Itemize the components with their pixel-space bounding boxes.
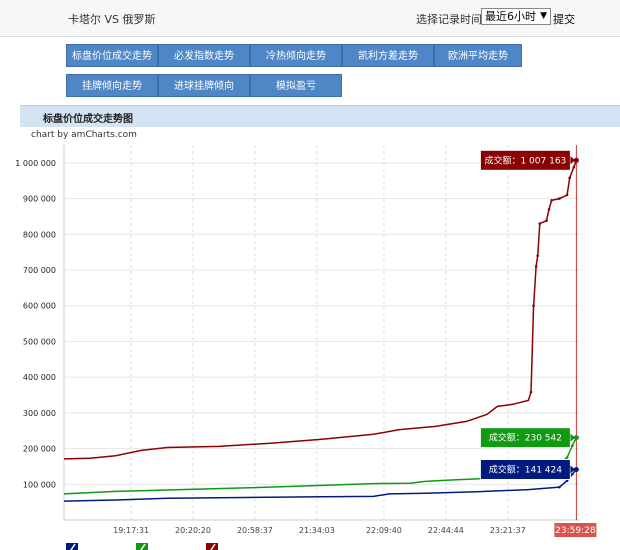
cursor-time-label: 23:59:28 bbox=[555, 526, 596, 536]
y-tick-label: 600 000 bbox=[23, 302, 56, 311]
blue-series-point bbox=[558, 485, 561, 489]
section-header: 标盘价位成交走势图 bbox=[20, 105, 620, 127]
blue-series-line bbox=[63, 469, 577, 502]
x-tick-label: 20:20:20 bbox=[175, 526, 211, 535]
time-range-select[interactable]: 最近6小时 ▼ bbox=[481, 8, 551, 25]
legend-check-icon bbox=[140, 543, 146, 550]
nav-hot-cold-trend[interactable]: 冷热倾向走势 bbox=[250, 44, 342, 67]
red-series-point bbox=[534, 265, 538, 268]
legend-swatch bbox=[66, 543, 78, 550]
red-series-point bbox=[568, 176, 571, 180]
match-title: 卡塔尔 VS 俄罗斯 bbox=[68, 13, 156, 26]
nav-betfair-index[interactable]: 必发指数走势 bbox=[158, 44, 250, 67]
red-series-value-label: 成交额：1 007 163 bbox=[484, 154, 566, 166]
nav-goal-listing[interactable]: 进球挂牌倾向 bbox=[158, 74, 250, 97]
top-bar: 卡塔尔 VS 俄罗斯 选择记录时间: 最近6小时 ▼ 提交 bbox=[0, 0, 620, 37]
y-tick-label: 700 000 bbox=[23, 266, 56, 275]
blue-series-value-label: 成交额：141 424 bbox=[489, 463, 562, 475]
green-series-value-label: 成交额：230 542 bbox=[489, 432, 562, 444]
red-series-end-marker bbox=[573, 157, 579, 163]
y-tick-label: 400 000 bbox=[23, 373, 56, 382]
nav-simulated-pnl[interactable]: 模拟盈亏 bbox=[250, 74, 342, 97]
red-series-line bbox=[63, 160, 578, 460]
x-tick-label: 22:09:40 bbox=[366, 526, 402, 535]
legend-check-icon bbox=[210, 543, 216, 550]
x-tick-label: 20:58:37 bbox=[237, 526, 273, 535]
legend-swatch bbox=[136, 543, 148, 550]
red-series-point bbox=[572, 165, 576, 169]
y-tick-label: 800 000 bbox=[23, 230, 56, 239]
chevron-down-icon: ▼ bbox=[540, 11, 547, 21]
green-series-point bbox=[565, 456, 569, 459]
red-series-point bbox=[558, 197, 561, 200]
red-series-point bbox=[565, 193, 569, 197]
y-tick-label: 500 000 bbox=[23, 337, 56, 346]
legend-check-icon bbox=[70, 543, 76, 550]
red-series-point bbox=[545, 219, 548, 223]
y-tick-label: 200 000 bbox=[23, 445, 56, 454]
time-select-label: 选择记录时间: bbox=[416, 13, 486, 26]
legend-swatch bbox=[206, 543, 218, 550]
submit-button[interactable]: 提交 bbox=[553, 13, 575, 26]
time-range-value: 最近6小时 bbox=[485, 10, 536, 23]
x-tick-label: 21:34:03 bbox=[299, 526, 335, 535]
section-title: 标盘价位成交走势图 bbox=[43, 114, 133, 125]
y-tick-label: 100 000 bbox=[23, 480, 56, 489]
green-series-point bbox=[570, 444, 574, 448]
x-tick-label: 22:44:44 bbox=[428, 526, 464, 535]
blue-series-point bbox=[570, 472, 574, 476]
chart-credit: chart by amCharts.com bbox=[31, 130, 137, 140]
y-tick-label: 900 000 bbox=[23, 195, 56, 204]
cursor-time-badge bbox=[554, 523, 597, 537]
nav-listing-trend[interactable]: 挂牌倾向走势 bbox=[66, 74, 158, 97]
green-series-end-marker bbox=[573, 435, 579, 441]
green-series-bubble-pointer bbox=[570, 433, 576, 442]
red-series-bubble-pointer bbox=[570, 156, 576, 165]
blue-series-bubble-pointer bbox=[570, 465, 576, 474]
x-tick-label: 23:21:37 bbox=[490, 526, 526, 535]
y-tick-label: 300 000 bbox=[23, 409, 56, 418]
red-series-point bbox=[547, 207, 551, 211]
blue-series-end-marker bbox=[573, 466, 579, 472]
red-series-point bbox=[529, 390, 533, 394]
nav-odds-volume-trend[interactable]: 标盘价位成交走势 bbox=[66, 44, 158, 67]
red-series-point bbox=[532, 304, 535, 308]
nav-kelly-variance[interactable]: 凯利方差走势 bbox=[342, 44, 434, 67]
x-tick-label: 19:17:31 bbox=[113, 526, 149, 535]
nav-euro-average[interactable]: 欧洲平均走势 bbox=[434, 44, 522, 67]
y-tick-label: 1 000 000 bbox=[15, 159, 56, 168]
red-series-point bbox=[538, 222, 542, 225]
red-series-point bbox=[536, 254, 539, 258]
blue-series-point bbox=[565, 479, 569, 483]
red-series-point bbox=[550, 199, 553, 202]
